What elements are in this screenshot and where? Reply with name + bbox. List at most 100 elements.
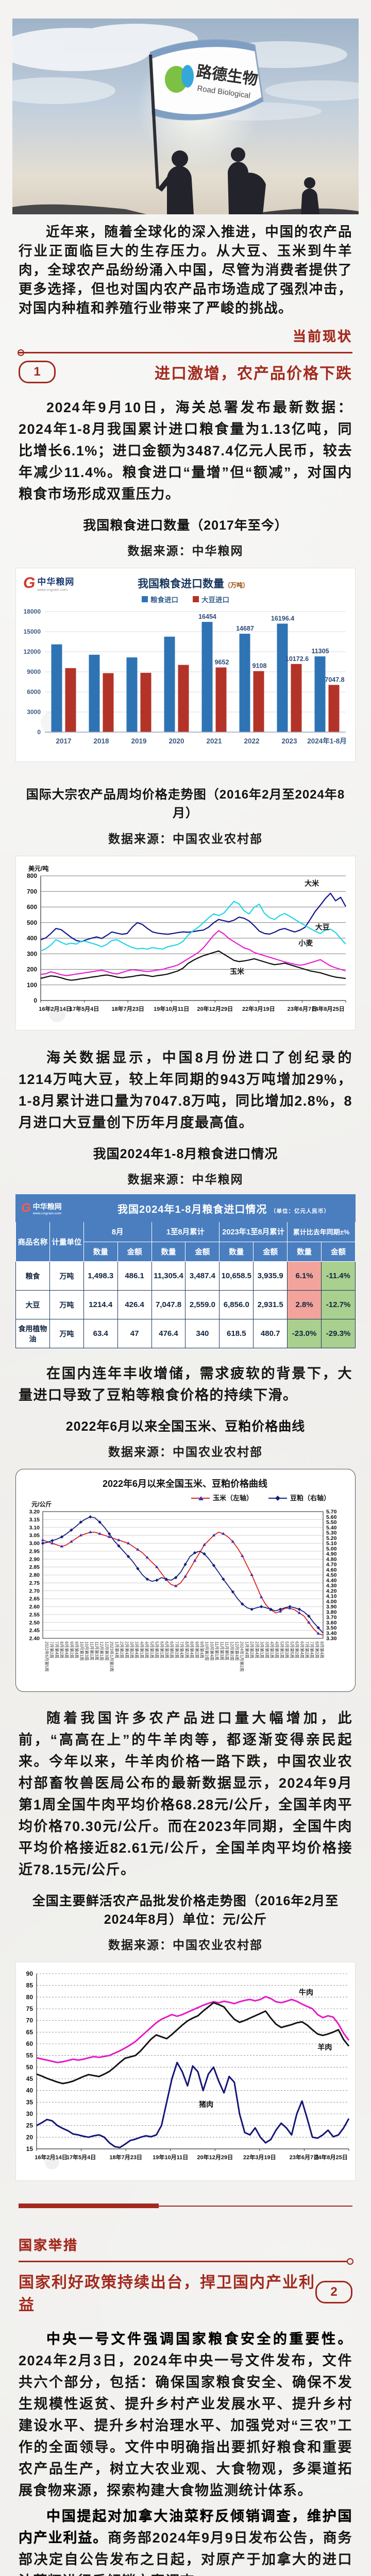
paragraph: 中国提起对加拿大油菜籽反倾销调查，维护国内产业利益。商务部2024年9月9日发布… (19, 2509, 353, 2576)
svg-text:17年5月4日: 17年5月4日 (66, 2154, 96, 2161)
svg-text:2.50: 2.50 (29, 1620, 40, 1626)
svg-text:20年12月29日: 20年12月29日 (197, 1005, 233, 1012)
svg-text:800: 800 (27, 872, 37, 879)
svg-text:22年3月19日: 22年3月19日 (243, 2154, 276, 2161)
svg-text:5.70: 5.70 (326, 1509, 337, 1515)
svg-text:20年12月29日: 20年12月29日 (197, 2154, 233, 2161)
svg-text:2.75: 2.75 (29, 1580, 40, 1586)
section1-number-badge: 1 (19, 361, 56, 383)
svg-text:9月第2周: 9月第2周 (194, 1641, 199, 1658)
table-banner: G 中华粮网 www.cngrain.com 我国2024年1-8月粮食进口情况 … (16, 1201, 355, 1216)
svg-text:小麦: 小麦 (298, 939, 313, 947)
svg-text:4.50: 4.50 (326, 1572, 337, 1579)
svg-text:3月第1周: 3月第1周 (260, 1641, 265, 1658)
svg-text:19年10月11日: 19年10月11日 (154, 1005, 189, 1012)
svg-text:16年2月14日: 16年2月14日 (35, 2154, 68, 2161)
svg-text:0: 0 (33, 997, 37, 1004)
svg-text:1月第4周: 1月第4周 (244, 1641, 249, 1658)
svg-text:14687: 14687 (236, 625, 254, 632)
chart2-caption: 国际大宗农产品周均价格走势图（2016年2月至2024年8月） (26, 788, 345, 820)
svg-text:4.10: 4.10 (326, 1594, 337, 1600)
svg-text:23年6月7日: 23年6月7日 (288, 1005, 317, 1012)
svg-text:6000: 6000 (27, 688, 41, 696)
svg-text:2月第4周: 2月第4周 (124, 1641, 129, 1658)
svg-text:5月第5周: 5月第5周 (290, 1641, 295, 1658)
svg-text:60: 60 (26, 2040, 33, 2047)
svg-text:2022: 2022 (244, 737, 259, 745)
svg-text:16454: 16454 (198, 613, 216, 620)
svg-text:9108: 9108 (252, 663, 267, 670)
bar-chart-title: 我国粮食进口数量（万吨） (137, 578, 249, 590)
svg-text:5.10: 5.10 (326, 1540, 337, 1547)
svg-text:5月第3周: 5月第3周 (284, 1641, 290, 1658)
svg-text:2月第4周: 2月第4周 (255, 1641, 260, 1658)
flag: 路德生物 Road Biological (149, 39, 264, 189)
svg-text:豆粕（右轴）: 豆粕（右轴） (290, 1494, 330, 1502)
svg-text:45: 45 (26, 2075, 33, 2082)
svg-text:4月第1周: 4月第1周 (139, 1641, 144, 1658)
svg-text:12月第2周: 12月第2周 (229, 1641, 234, 1660)
svg-text:11月第1周: 11月第1周 (89, 1641, 94, 1660)
svg-text:2.80: 2.80 (29, 1572, 40, 1579)
svg-text:4月第3周: 4月第3周 (144, 1641, 149, 1658)
svg-text:5.60: 5.60 (326, 1514, 337, 1520)
svg-text:9000: 9000 (27, 668, 41, 675)
svg-text:3000: 3000 (27, 708, 41, 716)
flag-pole (149, 54, 159, 189)
svg-text:10月第2周: 10月第2周 (205, 1641, 210, 1660)
svg-text:2019: 2019 (131, 737, 146, 745)
svg-text:2.60: 2.60 (29, 1604, 40, 1610)
svg-text:25: 25 (26, 2122, 33, 2129)
svg-text:3.15: 3.15 (29, 1517, 40, 1523)
svg-text:2022年6月以来全国玉米、豆粕价格曲线: 2022年6月以来全国玉米、豆粕价格曲线 (103, 1478, 267, 1489)
svg-text:75: 75 (26, 2005, 33, 2012)
chart1-source: 数据来源：中华粮网 (127, 544, 244, 557)
svg-text:7月第4周: 7月第4周 (310, 1641, 315, 1658)
svg-text:24年8月25日: 24年8月25日 (315, 2154, 348, 2161)
section2-tag-row: 国家举措 (19, 2235, 352, 2254)
svg-text:400: 400 (27, 935, 37, 942)
paragraph: 中央一号文件强调国家粮食安全的重要性。2024年2月3日，2024年中央一号文件… (19, 2331, 352, 2498)
svg-text:5月第1周: 5月第1周 (279, 1641, 284, 1658)
svg-text:8月第2周: 8月第2周 (314, 1641, 319, 1658)
svg-text:17年5月4日: 17年5月4日 (70, 1005, 99, 1012)
svg-text:2020: 2020 (168, 737, 184, 745)
svg-text:2024年1月第2周: 2024年1月第2周 (240, 1641, 245, 1672)
svg-text:玉米（左轴）: 玉米（左轴） (213, 1494, 253, 1502)
svg-text:11月第1周: 11月第1周 (214, 1641, 220, 1660)
svg-text:15000: 15000 (24, 628, 41, 635)
svg-text:4.80: 4.80 (326, 1556, 337, 1563)
chart3-caption: 2022年6月以来全国玉米、豆粕价格曲线 (65, 1419, 306, 1434)
svg-text:600: 600 (27, 904, 37, 911)
svg-text:7月第4周: 7月第4周 (179, 1641, 184, 1658)
svg-text:元/公斤: 元/公斤 (31, 1500, 52, 1508)
svg-text:6月第1周: 6月第1周 (159, 1641, 164, 1658)
svg-text:3.80: 3.80 (326, 1609, 337, 1615)
svg-text:12月第4周: 12月第4周 (234, 1641, 240, 1660)
chart2-source: 数据来源：中国农业农村部 (108, 832, 263, 845)
svg-text:3.90: 3.90 (326, 1604, 337, 1610)
svg-text:1月第4周: 1月第4周 (114, 1641, 120, 1658)
svg-text:12月第3周: 12月第3周 (104, 1641, 109, 1660)
bar-chart-legend: 粮食进口 大豆进口 (16, 594, 355, 604)
svg-text:猪肉: 猪肉 (198, 2100, 213, 2108)
svg-text:3.40: 3.40 (326, 1630, 337, 1636)
section1-title-row: 1 进口激增，农产品价格下跌 (19, 361, 352, 383)
table-row: 粮食 万吨 1,498.3 486.1 11,305.4 3,487.4 10,658.5 3… (15, 1261, 356, 1291)
intro-paragraph: 近年来，随着全球化的深入推进，中国的农产品行业正面临巨大的生存压力。从大豆、玉米… (19, 224, 352, 316)
svg-text:8月第4周: 8月第4周 (190, 1641, 195, 1658)
chart1-caption: 我国粮食进口数量（2017年至今） (83, 518, 288, 533)
svg-text:70: 70 (26, 2017, 33, 2024)
svg-text:5.50: 5.50 (326, 1519, 337, 1526)
svg-text:65: 65 (26, 2028, 33, 2036)
svg-text:90: 90 (26, 1970, 33, 1977)
svg-text:5.40: 5.40 (326, 1524, 337, 1531)
svg-text:3月第2周: 3月第2周 (129, 1641, 134, 1658)
svg-text:20: 20 (26, 2133, 33, 2141)
svg-text:5.20: 5.20 (326, 1535, 337, 1541)
svg-text:3.20: 3.20 (29, 1509, 40, 1515)
cngrain-logo-icon: G (23, 574, 36, 591)
svg-text:100: 100 (27, 981, 37, 989)
